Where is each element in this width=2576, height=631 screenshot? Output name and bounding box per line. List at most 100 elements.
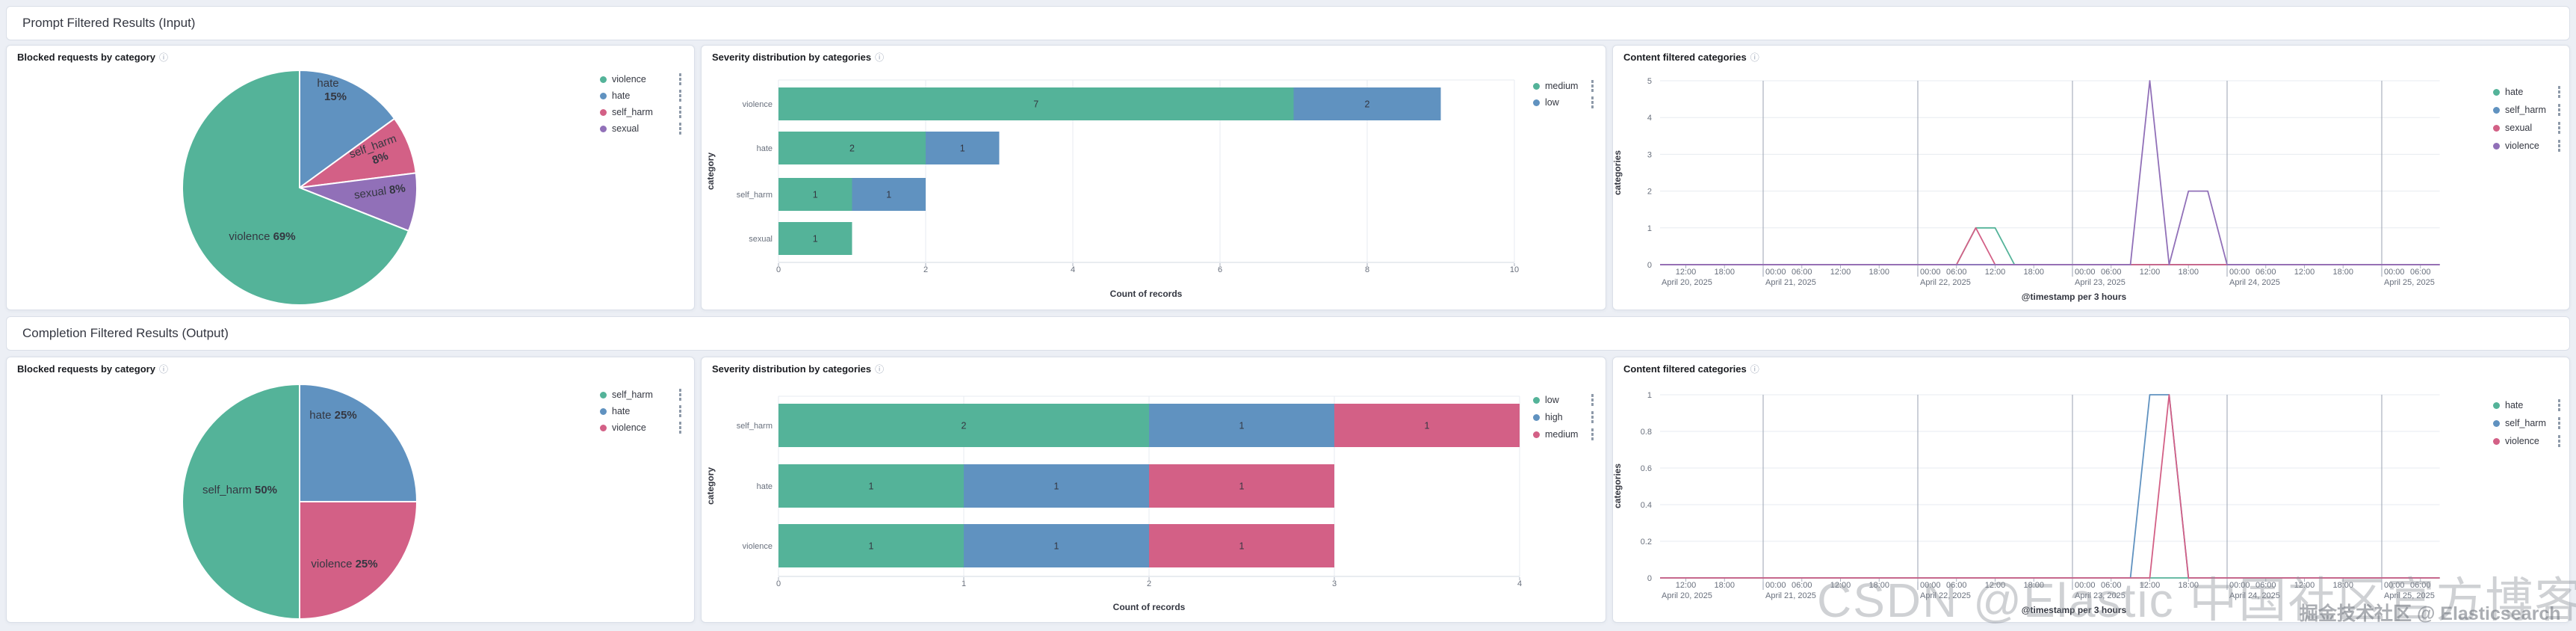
svg-text:12:00: 12:00 xyxy=(1676,268,1697,277)
bar-segment-violence-medium[interactable] xyxy=(1149,524,1334,567)
legend-item-self_harm[interactable]: self_harm xyxy=(2493,103,2562,117)
legend-actions-icon[interactable] xyxy=(2557,138,2563,153)
svg-text:06:00: 06:00 xyxy=(2101,268,2122,277)
svg-text:06:00: 06:00 xyxy=(1792,268,1812,277)
legend-actions-icon[interactable] xyxy=(1590,393,1596,407)
legend-actions-icon[interactable] xyxy=(678,72,684,87)
legend-actions-icon[interactable] xyxy=(678,88,684,103)
legend-color-dot xyxy=(600,424,607,431)
svg-text:April 22, 2025: April 22, 2025 xyxy=(1920,278,1971,287)
bar-segment-self_harm-low[interactable] xyxy=(778,404,1149,447)
svg-text:2: 2 xyxy=(1647,188,1652,197)
line-series-violence[interactable] xyxy=(1660,394,2440,579)
legend-actions-icon[interactable] xyxy=(2557,102,2563,117)
legend-actions-icon[interactable] xyxy=(1590,95,1596,110)
legend-actions-icon[interactable] xyxy=(678,121,684,136)
info-icon[interactable]: ⓘ xyxy=(1750,52,1759,63)
svg-text:Count of records: Count of records xyxy=(1110,289,1183,299)
info-icon[interactable]: ⓘ xyxy=(158,363,168,375)
legend-item-low[interactable]: low xyxy=(1533,96,1595,109)
legend-actions-icon[interactable] xyxy=(2557,416,2563,431)
legend-actions-icon[interactable] xyxy=(2557,434,2563,449)
bar-segment-self_harm-high[interactable] xyxy=(1149,404,1334,447)
bar-chart-canvas[interactable]: 0 1 2 3 4 2 1 1 self_harm 1 1 1 hate 1 1 1 violence Count… xyxy=(702,357,1607,624)
bar-segment-sexual-medium[interactable] xyxy=(778,222,852,255)
legend-color-dot xyxy=(2493,124,2500,132)
info-icon[interactable]: ⓘ xyxy=(875,363,885,375)
svg-text:0: 0 xyxy=(1647,261,1652,270)
bar-segment-self_harm-medium[interactable] xyxy=(778,178,852,211)
info-icon[interactable]: ⓘ xyxy=(875,52,885,63)
svg-text:1: 1 xyxy=(886,190,891,200)
bar-segment-violence-high[interactable] xyxy=(964,524,1149,567)
pie-slice-hate[interactable] xyxy=(299,70,396,188)
legend-item-medium[interactable]: medium xyxy=(1533,428,1595,441)
pie-chart-canvas[interactable]: hate 25% violence 25% self_harm 50% xyxy=(7,357,696,624)
legend-item-medium[interactable]: medium xyxy=(1533,79,1595,93)
info-icon[interactable]: ⓘ xyxy=(158,52,168,63)
legend-item-sexual[interactable]: sexual xyxy=(600,122,683,135)
bar-segment-violence-low[interactable] xyxy=(778,524,964,567)
bar-segment-self_harm-low[interactable] xyxy=(852,178,926,211)
legend-actions-icon[interactable] xyxy=(2557,120,2563,135)
legend-item-hate[interactable]: hate xyxy=(600,89,683,102)
legend-label: sexual xyxy=(612,123,640,134)
bar-segment-hate-medium[interactable] xyxy=(778,132,926,164)
legend-item-self_harm[interactable]: self_harm xyxy=(2493,416,2562,430)
pie-slice-hate[interactable] xyxy=(299,384,418,502)
legend-label: self_harm xyxy=(2505,418,2546,428)
bar-segment-self_harm-medium[interactable] xyxy=(1334,404,1520,447)
legend-actions-icon[interactable] xyxy=(678,404,684,419)
legend-item-violence[interactable]: violence xyxy=(600,73,683,86)
svg-text:hate: hate xyxy=(757,482,773,491)
legend-actions-icon[interactable] xyxy=(2557,398,2563,413)
info-icon[interactable]: ⓘ xyxy=(1750,363,1759,375)
line-series-self_harm[interactable] xyxy=(1660,394,2440,579)
legend-actions-icon[interactable] xyxy=(678,105,684,120)
legend-label: hate xyxy=(2505,400,2524,410)
line-series-violence[interactable] xyxy=(1660,80,2440,265)
pie-slice-self_harm[interactable] xyxy=(182,384,300,620)
legend-item-high[interactable]: high xyxy=(1533,410,1595,424)
legend-actions-icon[interactable] xyxy=(678,420,684,435)
legend-actions-icon[interactable] xyxy=(2557,84,2563,99)
bar-segment-hate-low[interactable] xyxy=(926,132,1000,164)
legend-actions-icon[interactable] xyxy=(678,387,684,402)
legend-label: hate xyxy=(2505,87,2524,97)
svg-text:8%: 8% xyxy=(371,150,390,167)
svg-text:0.4: 0.4 xyxy=(1641,501,1652,510)
legend-item-self_harm[interactable]: self_harm xyxy=(600,105,683,119)
svg-text:1: 1 xyxy=(869,481,874,492)
svg-text:12:00: 12:00 xyxy=(2140,581,2161,590)
line-series-sexual[interactable] xyxy=(1660,227,2440,265)
legend-item-hate[interactable]: hate xyxy=(600,404,683,418)
legend-item-violence[interactable]: violence xyxy=(2493,434,2562,448)
legend-item-violence[interactable]: violence xyxy=(600,421,683,434)
bar-segment-hate-medium[interactable] xyxy=(1149,464,1334,508)
svg-text:0: 0 xyxy=(776,265,781,274)
panel-title: Blocked requests by category ⓘ xyxy=(17,52,168,63)
legend-item-low[interactable]: low xyxy=(1533,393,1595,407)
svg-text:18:00: 18:00 xyxy=(2332,581,2353,590)
bar-segment-hate-high[interactable] xyxy=(964,464,1149,508)
pie-slice-violence[interactable] xyxy=(299,501,418,620)
bar-segment-hate-low[interactable] xyxy=(778,464,964,508)
bar-segment-violence-low[interactable] xyxy=(1293,87,1441,120)
bar-chart-canvas[interactable]: 0 2 4 6 8 10 7 2 violence 2 1 hate 1 1 self_harm 1 sexua… xyxy=(702,46,1607,311)
legend-item-violence[interactable]: violence xyxy=(2493,139,2562,153)
bar-segment-violence-medium[interactable] xyxy=(778,87,1294,120)
legend-actions-icon[interactable] xyxy=(1590,427,1596,442)
legend-actions-icon[interactable] xyxy=(1590,410,1596,425)
pie-slice-violence[interactable] xyxy=(182,70,409,306)
legend-item-self_harm[interactable]: self_harm xyxy=(600,388,683,401)
svg-text:3: 3 xyxy=(1332,579,1337,588)
legend-item-hate[interactable]: hate xyxy=(2493,85,2562,99)
line-series-hate[interactable] xyxy=(1660,227,2440,265)
legend-label: medium xyxy=(1545,429,1579,440)
legend-actions-icon[interactable] xyxy=(1590,79,1596,93)
legend-item-hate[interactable]: hate xyxy=(2493,398,2562,412)
legend-item-sexual[interactable]: sexual xyxy=(2493,121,2562,135)
